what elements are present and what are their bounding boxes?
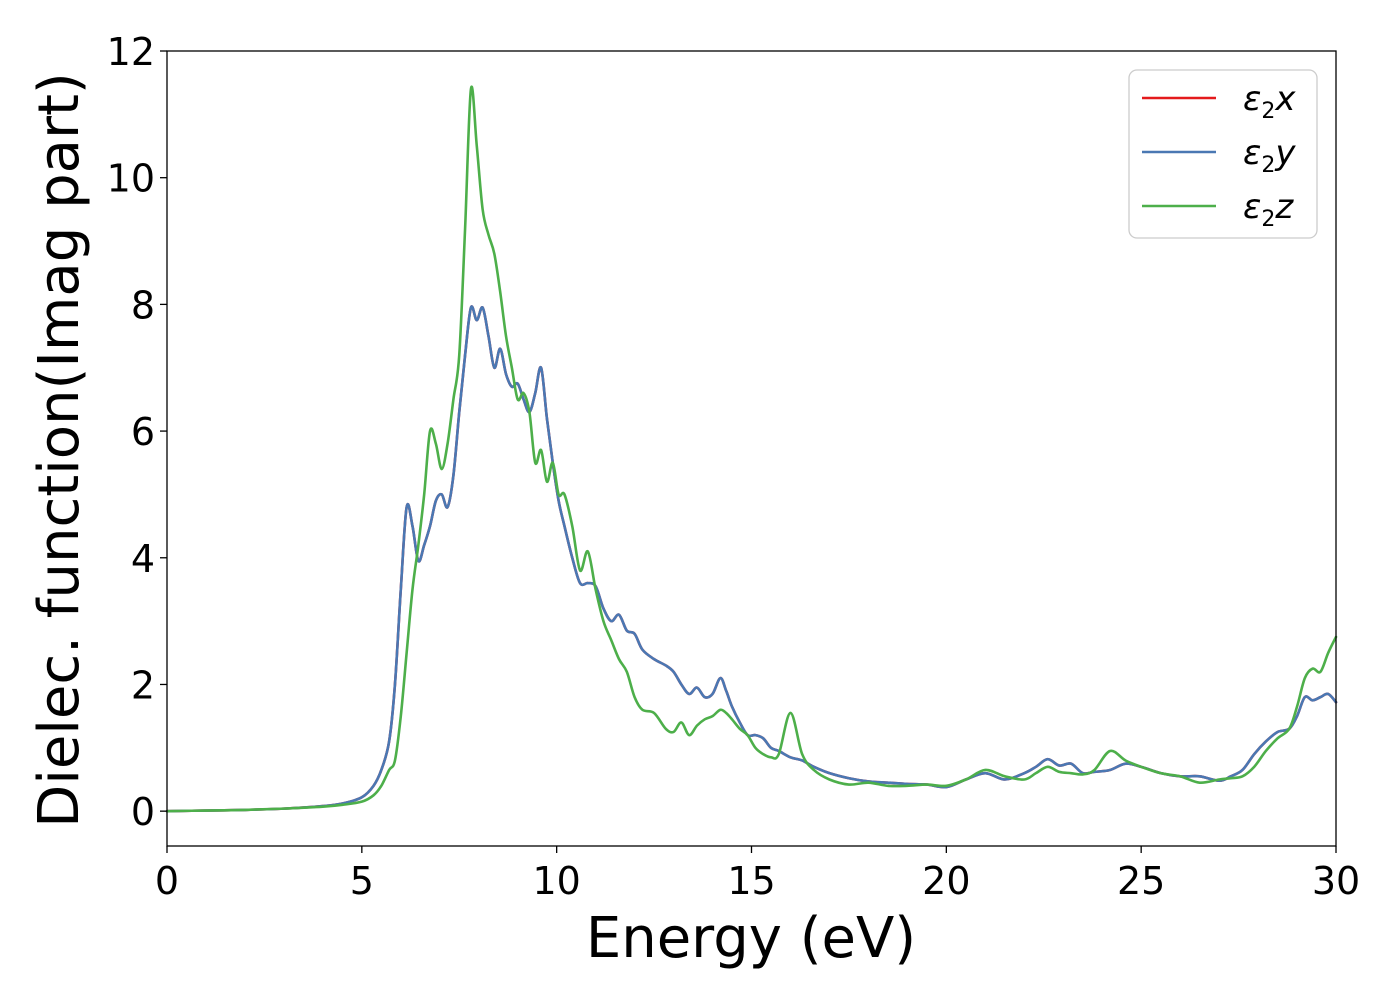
y-axis-label: Dielec. function(Imag part): [27, 72, 92, 828]
x-tick-label: 30: [1312, 859, 1360, 903]
x-tick-label: 10: [532, 859, 580, 903]
y-tick-label: 6: [131, 410, 155, 454]
y-tick-label: 8: [131, 283, 155, 327]
legend-label-x: ε2x: [1243, 79, 1296, 124]
legend-frame: [1128, 69, 1318, 239]
series-line-z: [165, 85, 1338, 813]
series-line-y: [165, 305, 1338, 813]
legend-label-z: ε2z: [1243, 187, 1294, 232]
x-tick-label: 0: [155, 859, 179, 903]
ticks-layer: 0 5 10 15 20 25 30 0 2 4 6 8 10 12: [107, 30, 1361, 903]
y-tick-label: 0: [131, 790, 155, 834]
series-layer: [165, 85, 1338, 813]
x-tick-label: 5: [350, 859, 374, 903]
y-tick-label: 4: [131, 537, 155, 581]
legend: ε2x ε2y ε2z: [1128, 69, 1318, 239]
y-tick-label: 12: [107, 30, 155, 74]
x-tick-label: 25: [1117, 859, 1165, 903]
x-tick-label: 20: [922, 859, 970, 903]
y-tick-label: 2: [131, 663, 155, 707]
legend-label-y: ε2y: [1243, 133, 1296, 178]
y-tick-label: 10: [107, 157, 155, 201]
x-tick-label: 15: [727, 859, 775, 903]
x-axis-label: Energy (eV): [586, 906, 916, 971]
